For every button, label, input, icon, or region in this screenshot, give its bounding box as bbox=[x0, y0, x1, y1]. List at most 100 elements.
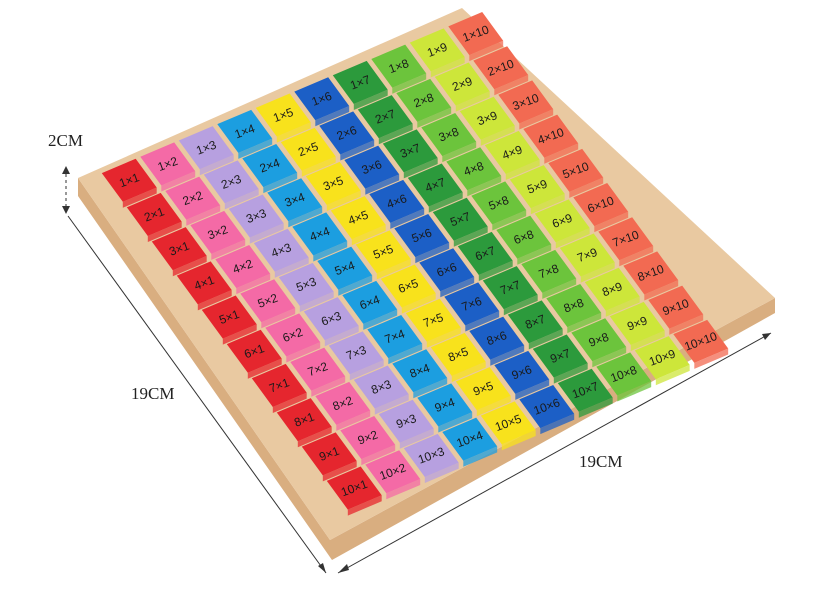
tile-3x3[interactable]: 3×3 bbox=[228, 194, 284, 244]
tile-5x4[interactable]: 5×4 bbox=[317, 246, 373, 296]
tile-7x6[interactable]: 7×6 bbox=[444, 282, 500, 332]
tile-5x2[interactable]: 5×2 bbox=[240, 279, 296, 329]
tile-6x7[interactable]: 6×7 bbox=[457, 231, 513, 282]
tile-1x10[interactable]: 1×10 bbox=[448, 12, 504, 62]
tile-4x3[interactable]: 4×3 bbox=[253, 228, 309, 278]
tile-4x6[interactable]: 4×6 bbox=[369, 179, 425, 229]
tile-7x10[interactable]: 7×10 bbox=[598, 217, 654, 267]
tile-3x8[interactable]: 3×8 bbox=[421, 113, 477, 163]
tile-10x7[interactable]: 10×7 bbox=[557, 368, 613, 418]
tile-10x9[interactable]: 10×9 bbox=[634, 336, 690, 386]
tile-8x7[interactable]: 8×7 bbox=[507, 300, 563, 350]
tile-1x4[interactable]: 1×4 bbox=[217, 109, 273, 159]
tile-4x10[interactable]: 4×10 bbox=[523, 114, 579, 164]
tile-2x8[interactable]: 2×8 bbox=[396, 78, 452, 128]
tile-2x10[interactable]: 2×10 bbox=[473, 46, 529, 96]
tile-1x6[interactable]: 1×6 bbox=[294, 77, 350, 127]
tile-8x8[interactable]: 8×8 bbox=[546, 284, 602, 334]
tile-8x4[interactable]: 8×4 bbox=[392, 349, 448, 399]
tile-1x5[interactable]: 1×5 bbox=[255, 93, 311, 143]
tile-3x5[interactable]: 3×5 bbox=[305, 161, 361, 212]
tile-7x7[interactable]: 7×7 bbox=[482, 266, 538, 316]
tile-7x3[interactable]: 7×3 bbox=[328, 331, 384, 381]
tile-5x6[interactable]: 5×6 bbox=[394, 214, 450, 264]
tile-1x3[interactable]: 1×3 bbox=[178, 126, 234, 176]
tile-3x10[interactable]: 3×10 bbox=[498, 80, 554, 130]
tile-2x2[interactable]: 2×2 bbox=[165, 176, 221, 226]
tile-3x2[interactable]: 3×2 bbox=[190, 210, 246, 260]
tile-7x8[interactable]: 7×8 bbox=[521, 249, 577, 299]
tile-7x9[interactable]: 7×9 bbox=[559, 233, 615, 283]
tile-10x3[interactable]: 10×3 bbox=[403, 433, 459, 484]
tile-2x3[interactable]: 2×3 bbox=[203, 160, 259, 210]
tile-4x5[interactable]: 4×5 bbox=[330, 196, 386, 246]
tile-2x6[interactable]: 2×6 bbox=[319, 111, 375, 161]
tile-10x5[interactable]: 10×5 bbox=[480, 401, 536, 451]
tile-4x2[interactable]: 4×2 bbox=[215, 245, 271, 295]
tile-10x8[interactable]: 10×8 bbox=[596, 352, 652, 402]
tile-9x6[interactable]: 9×6 bbox=[494, 350, 550, 400]
tile-4x7[interactable]: 4×7 bbox=[407, 163, 463, 213]
tile-10x6[interactable]: 10×6 bbox=[519, 385, 575, 435]
tile-1x7[interactable]: 1×7 bbox=[332, 60, 388, 111]
tile-2x5[interactable]: 2×5 bbox=[280, 127, 336, 177]
tile-3x7[interactable]: 3×7 bbox=[382, 129, 438, 179]
tile-4x1[interactable]: 4×1 bbox=[176, 261, 232, 311]
tile-4x8[interactable]: 4×8 bbox=[446, 147, 502, 197]
tile-3x6[interactable]: 3×6 bbox=[344, 145, 400, 195]
tile-5x10[interactable]: 5×10 bbox=[548, 148, 604, 198]
tile-1x9[interactable]: 1×9 bbox=[409, 28, 465, 78]
tile-8x10[interactable]: 8×10 bbox=[623, 251, 679, 301]
tile-5x9[interactable]: 5×9 bbox=[509, 165, 565, 215]
tile-9x5[interactable]: 9×5 bbox=[455, 367, 511, 417]
tile-9x10[interactable]: 9×10 bbox=[648, 285, 704, 335]
tile-6x10[interactable]: 6×10 bbox=[573, 183, 629, 233]
tile-5x7[interactable]: 5×7 bbox=[432, 197, 488, 247]
tile-9x9[interactable]: 9×9 bbox=[609, 301, 665, 352]
tile-6x5[interactable]: 6×5 bbox=[380, 264, 436, 314]
tile-10x2[interactable]: 10×2 bbox=[365, 450, 421, 500]
tile-9x2[interactable]: 9×2 bbox=[340, 416, 396, 466]
tile-10x10[interactable]: 10×10 bbox=[673, 319, 729, 369]
tile-6x8[interactable]: 6×8 bbox=[496, 215, 552, 265]
tile-3x4[interactable]: 3×4 bbox=[267, 178, 323, 228]
tile-8x1[interactable]: 8×1 bbox=[276, 398, 332, 448]
tile-1x2[interactable]: 1×2 bbox=[140, 142, 196, 192]
tile-7x5[interactable]: 7×5 bbox=[405, 298, 461, 348]
tile-9x8[interactable]: 9×8 bbox=[571, 318, 627, 368]
tile-3x9[interactable]: 3×9 bbox=[459, 96, 515, 146]
tile-8x3[interactable]: 8×3 bbox=[353, 365, 409, 415]
tile-9x1[interactable]: 9×1 bbox=[301, 432, 357, 482]
tile-10x4[interactable]: 10×4 bbox=[442, 417, 498, 467]
tile-8x6[interactable]: 8×6 bbox=[469, 316, 525, 366]
tile-1x8[interactable]: 1×8 bbox=[371, 44, 427, 94]
tile-8x9[interactable]: 8×9 bbox=[584, 267, 640, 317]
tile-6x4[interactable]: 6×4 bbox=[342, 280, 398, 330]
tile-9x7[interactable]: 9×7 bbox=[532, 334, 588, 384]
tile-2x4[interactable]: 2×4 bbox=[242, 144, 298, 194]
tile-7x1[interactable]: 7×1 bbox=[251, 363, 307, 414]
tile-6x1[interactable]: 6×1 bbox=[226, 329, 282, 379]
tile-6x2[interactable]: 6×2 bbox=[265, 313, 321, 363]
tile-9x4[interactable]: 9×4 bbox=[417, 383, 473, 433]
tile-5x8[interactable]: 5×8 bbox=[471, 181, 527, 231]
tile-2x9[interactable]: 2×9 bbox=[434, 62, 490, 112]
tile-8x5[interactable]: 8×5 bbox=[430, 332, 486, 383]
tile-5x3[interactable]: 5×3 bbox=[278, 262, 334, 313]
tile-6x3[interactable]: 6×3 bbox=[303, 297, 359, 347]
tile-9x3[interactable]: 9×3 bbox=[378, 399, 434, 449]
tile-4x4[interactable]: 4×4 bbox=[292, 212, 348, 262]
tile-6x9[interactable]: 6×9 bbox=[534, 199, 590, 249]
tile-5x5[interactable]: 5×5 bbox=[355, 230, 411, 280]
tile-1x1[interactable]: 1×1 bbox=[101, 158, 157, 208]
tile-7x4[interactable]: 7×4 bbox=[367, 315, 423, 365]
tile-4x9[interactable]: 4×9 bbox=[484, 130, 540, 181]
tile-2x7[interactable]: 2×7 bbox=[357, 95, 413, 145]
tile-5x1[interactable]: 5×1 bbox=[201, 295, 257, 345]
tile-6x6[interactable]: 6×6 bbox=[419, 248, 475, 298]
tile-8x2[interactable]: 8×2 bbox=[315, 381, 371, 431]
tile-3x1[interactable]: 3×1 bbox=[151, 227, 207, 277]
tile-10x1[interactable]: 10×1 bbox=[326, 466, 382, 516]
tile-2x1[interactable]: 2×1 bbox=[126, 192, 182, 243]
tile-7x2[interactable]: 7×2 bbox=[290, 347, 346, 397]
